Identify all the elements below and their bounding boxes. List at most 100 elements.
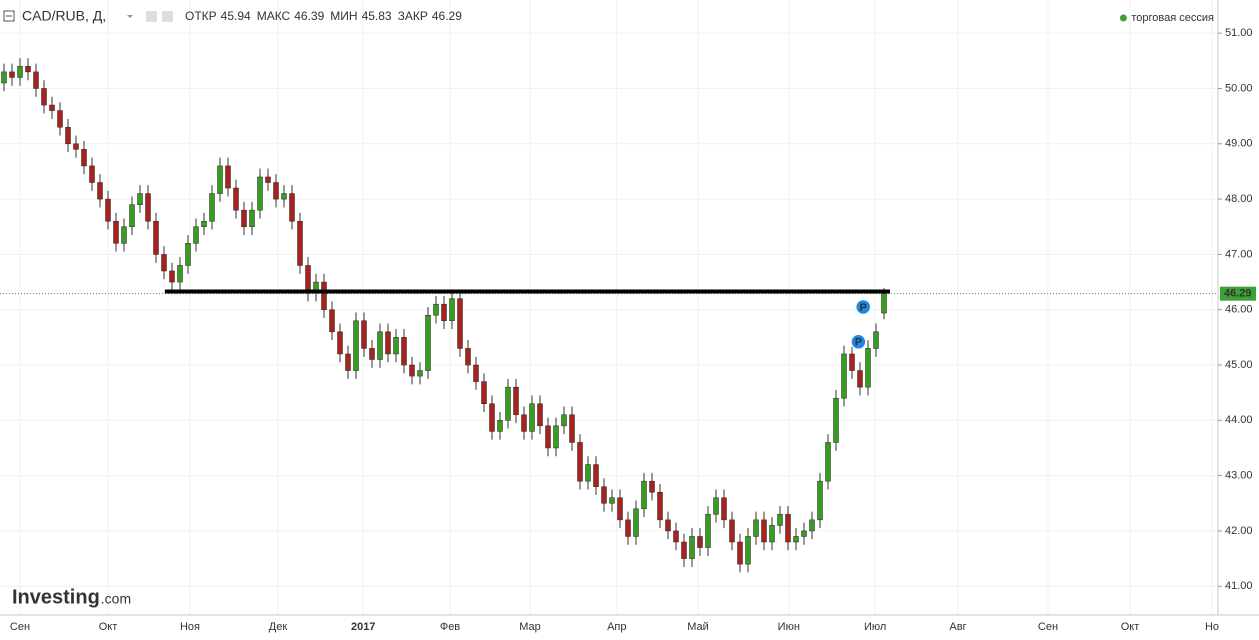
candle-body: [73, 143, 79, 150]
candle-body: [137, 193, 143, 205]
y-tick-label: 44.00: [1225, 414, 1253, 426]
candle-body: [345, 353, 351, 371]
candle-body: [809, 519, 815, 532]
settings-icon[interactable]: [146, 11, 157, 22]
y-tick-label: 41.00: [1225, 580, 1253, 592]
candle-body: [481, 381, 487, 404]
candle-body: [25, 66, 31, 73]
candle-body: [1, 71, 7, 84]
candle-body: [817, 480, 823, 521]
x-tick-label: 2017: [351, 621, 375, 633]
watermark-suffix: .com: [101, 591, 131, 607]
candle-body: [369, 348, 375, 360]
candle-body: [105, 198, 111, 222]
candle-body: [41, 88, 47, 106]
candle-body: [545, 425, 551, 449]
candle-body: [289, 193, 295, 222]
candle-body: [169, 270, 175, 283]
candle-body: [617, 497, 623, 521]
candle-body: [553, 425, 559, 449]
ohlc-value: 46.39: [294, 9, 324, 23]
candle-body: [377, 331, 383, 360]
dropdown-arrow[interactable]: [127, 15, 133, 18]
candle-body: [353, 320, 359, 371]
x-tick-label: Май: [687, 621, 709, 633]
candle-body: [9, 71, 15, 78]
x-tick-label: Ноя: [180, 621, 200, 633]
y-tick-label: 50.00: [1225, 82, 1253, 94]
candle-body: [433, 303, 439, 316]
candle-body: [425, 314, 431, 371]
candle-body: [489, 403, 495, 432]
x-tick-label: Авг: [949, 621, 966, 633]
x-tick-label: Но: [1205, 621, 1219, 633]
candle-body: [857, 370, 863, 388]
y-tick-label: 48.00: [1225, 193, 1253, 205]
x-tick-label: Дек: [269, 621, 288, 633]
watermark-brand: Investing: [12, 586, 100, 608]
candle-body: [281, 193, 287, 200]
collapse-icon[interactable]: [3, 10, 15, 22]
candle-body: [57, 110, 63, 128]
x-tick-label: Окт: [99, 621, 118, 633]
candle-body: [841, 353, 847, 399]
ohlc-label: ОТКР: [185, 9, 217, 23]
candle-body: [97, 182, 103, 200]
grid: [0, 0, 1218, 615]
candle-body: [601, 486, 607, 504]
candle-body: [385, 331, 391, 355]
y-tick-label: 43.00: [1225, 470, 1253, 482]
x-tick-label: Апр: [607, 621, 626, 633]
ohlc-value: 45.83: [362, 9, 392, 23]
candle-body: [185, 243, 191, 266]
candle-body: [849, 353, 855, 371]
candle-body: [577, 442, 583, 482]
ohlc-value: 45.94: [221, 9, 251, 23]
candle-body: [409, 364, 415, 377]
x-tick-label: Фев: [440, 621, 460, 633]
candle-body: [17, 66, 23, 78]
candle-body: [473, 364, 479, 382]
x-tick-label: Июл: [864, 621, 886, 633]
plot: P P Investing .com: [0, 58, 1218, 608]
candle-body: [777, 514, 783, 526]
candle-body: [241, 209, 247, 228]
candle-body: [89, 165, 95, 183]
close-icon[interactable]: [162, 11, 173, 22]
candle-body: [161, 254, 167, 272]
current-price-label: 46.29: [1224, 288, 1252, 300]
candle-body: [737, 541, 743, 565]
candle-body: [865, 348, 871, 388]
candle-body: [713, 497, 719, 515]
candle-body: [361, 320, 367, 349]
candle-body: [121, 226, 127, 244]
x-tick-label: Сен: [10, 621, 30, 633]
candle-body: [665, 519, 671, 532]
candle-body: [681, 541, 687, 559]
candle-body: [49, 104, 55, 111]
candle-body: [745, 536, 751, 565]
y-tick-label: 49.00: [1225, 138, 1253, 150]
current-price-box: [1220, 286, 1256, 301]
candle-body: [593, 464, 599, 487]
candle-body: [529, 403, 535, 432]
candle-body: [193, 226, 199, 244]
event-marker: [850, 333, 867, 351]
candle-body: [641, 480, 647, 510]
ohlc-label: МАКС: [257, 9, 291, 23]
candle-body: [833, 397, 839, 443]
candle-body: [401, 337, 407, 366]
candle-body: [449, 298, 455, 322]
candle-body: [113, 220, 119, 244]
y-tick-label: 42.00: [1225, 525, 1253, 537]
candle-body: [33, 71, 39, 89]
x-tick-label: Мар: [519, 621, 541, 633]
candle-body: [321, 281, 327, 310]
y-tick-label: 47.00: [1225, 248, 1253, 260]
candle-body: [801, 530, 807, 537]
legend-dot: [1119, 14, 1127, 22]
ohlc-value: 46.29: [432, 9, 462, 23]
event-marker: [854, 298, 872, 316]
